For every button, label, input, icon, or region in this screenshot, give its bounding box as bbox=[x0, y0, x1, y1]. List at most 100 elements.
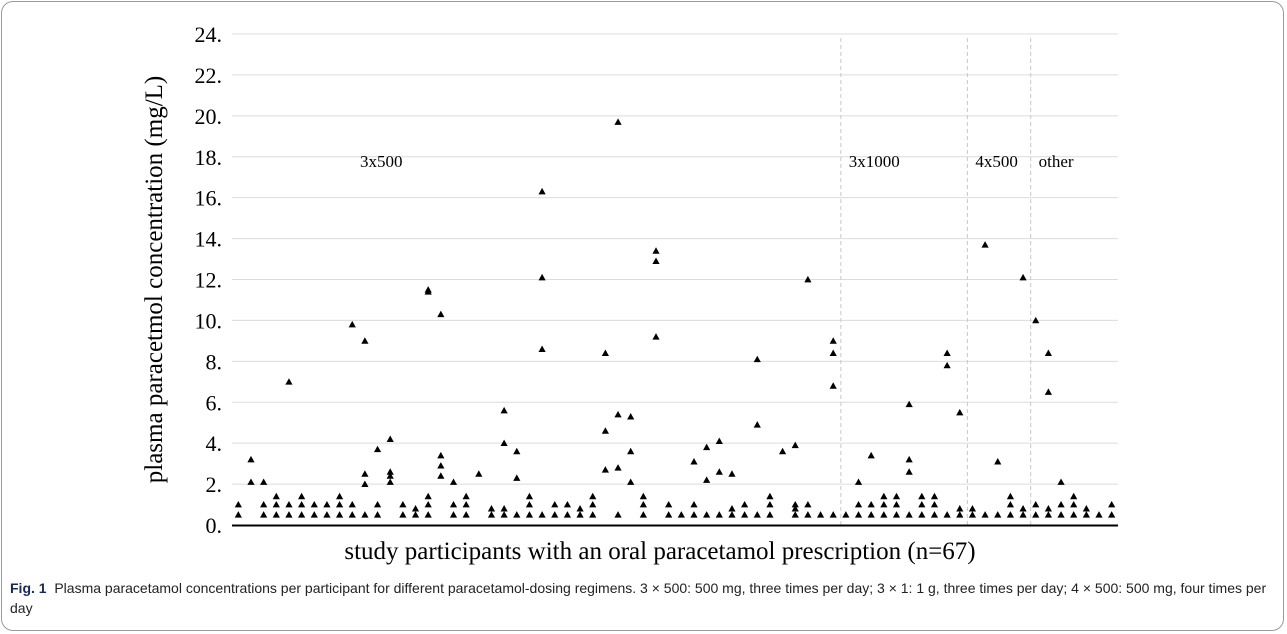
point-58-3 bbox=[956, 408, 964, 416]
point-49-1 bbox=[842, 511, 850, 518]
y-tick-label-5: 10. bbox=[195, 308, 223, 333]
point-37-3 bbox=[690, 457, 698, 465]
point-58-1 bbox=[956, 511, 964, 518]
y-tick-labels: 0. 2. 4. 6. 8. 10. 12. 14. 16. 18. 20. 22. 24. bbox=[195, 22, 223, 538]
point-54-1 bbox=[905, 511, 913, 518]
point-17-4 bbox=[437, 310, 445, 318]
point-16-5 bbox=[424, 286, 432, 293]
point-4-1 bbox=[272, 511, 280, 518]
y-tick-label-7: 14. bbox=[195, 227, 223, 252]
point-42-2 bbox=[753, 421, 761, 428]
point-40-1 bbox=[728, 511, 736, 518]
point-26-1 bbox=[551, 511, 559, 518]
point-46-2 bbox=[804, 500, 812, 508]
point-22-2 bbox=[500, 505, 508, 512]
point-5-3 bbox=[285, 378, 293, 385]
data-points bbox=[234, 118, 1116, 518]
point-17-1 bbox=[437, 472, 445, 479]
point-34-1 bbox=[652, 333, 660, 340]
point-11-2 bbox=[361, 480, 369, 487]
point-21-1 bbox=[487, 511, 496, 518]
point-11-4 bbox=[361, 337, 369, 344]
point-30-3 bbox=[601, 349, 609, 357]
point-44-1 bbox=[778, 447, 787, 455]
point-22-3 bbox=[500, 439, 508, 447]
point-16-1 bbox=[424, 511, 432, 518]
point-63-1 bbox=[1019, 511, 1027, 518]
point-35-2 bbox=[665, 500, 673, 508]
point-48-4 bbox=[829, 337, 837, 344]
point-61-1 bbox=[994, 511, 1002, 518]
point-70-2 bbox=[1108, 500, 1116, 508]
point-62-1 bbox=[1006, 511, 1015, 518]
point-65-3 bbox=[1044, 388, 1052, 395]
point-50-2 bbox=[854, 500, 863, 508]
point-56-3 bbox=[930, 492, 939, 500]
point-47-1 bbox=[816, 511, 825, 518]
point-52-3 bbox=[880, 492, 888, 500]
point-6-1 bbox=[298, 511, 306, 518]
y-tick-label-0: 0. bbox=[206, 513, 223, 538]
point-11-1 bbox=[361, 511, 369, 518]
point-55-2 bbox=[918, 500, 926, 508]
group-label-2: 4x500 bbox=[975, 152, 1018, 171]
point-51-3 bbox=[867, 451, 875, 459]
point-23-1 bbox=[513, 511, 521, 518]
y-tick-label-12: 24. bbox=[195, 22, 223, 47]
point-3-1 bbox=[260, 511, 268, 518]
point-45-3 bbox=[791, 500, 799, 508]
point-39-1 bbox=[715, 511, 723, 518]
point-60-2 bbox=[981, 241, 989, 248]
figure-caption: Fig. 1 Plasma paracetamol concentrations… bbox=[10, 578, 1278, 618]
point-70-1 bbox=[1108, 511, 1116, 518]
group-labels: 3x500 3x1000 4x500 other bbox=[360, 152, 1074, 171]
point-10-2 bbox=[348, 500, 356, 508]
point-45-4 bbox=[791, 441, 799, 449]
y-axis-label: plasma paracetmol concentration (mg/L) bbox=[141, 76, 168, 483]
point-48-2 bbox=[829, 382, 837, 389]
point-24-3 bbox=[525, 492, 534, 500]
point-65-2 bbox=[1044, 505, 1052, 512]
point-7-2 bbox=[310, 500, 318, 508]
point-25-3 bbox=[538, 273, 546, 281]
point-46-1 bbox=[804, 511, 812, 518]
point-38-3 bbox=[703, 443, 711, 451]
point-13-3 bbox=[386, 468, 394, 475]
point-59-2 bbox=[968, 505, 977, 512]
point-18-2 bbox=[449, 500, 458, 508]
point-45-2 bbox=[791, 505, 799, 512]
point-7-1 bbox=[310, 511, 318, 518]
caption-label: Fig. 1 bbox=[10, 580, 47, 596]
point-16-3 bbox=[424, 492, 432, 500]
point-31-1 bbox=[614, 511, 622, 518]
point-42-3 bbox=[753, 355, 761, 363]
point-3-2 bbox=[260, 500, 268, 508]
point-52-1 bbox=[880, 511, 888, 518]
y-tick-label-1: 2. bbox=[206, 472, 223, 497]
point-10-3 bbox=[348, 320, 356, 328]
y-tick-label-10: 20. bbox=[195, 104, 223, 129]
point-23-2 bbox=[513, 474, 521, 481]
point-15-2 bbox=[411, 505, 420, 512]
point-20-1 bbox=[475, 470, 483, 477]
point-65-4 bbox=[1044, 349, 1052, 357]
point-22-4 bbox=[500, 406, 508, 414]
point-2-2 bbox=[247, 455, 255, 463]
point-9-2 bbox=[335, 500, 344, 508]
y-tick-label-3: 6. bbox=[206, 390, 223, 415]
point-16-2 bbox=[424, 500, 432, 508]
point-57-1 bbox=[943, 511, 951, 518]
point-39-3 bbox=[715, 437, 723, 445]
y-tick-label-6: 12. bbox=[195, 268, 223, 293]
point-63-3 bbox=[1019, 273, 1027, 281]
point-68-2 bbox=[1082, 505, 1090, 512]
point-48-3 bbox=[829, 349, 837, 357]
point-32-2 bbox=[627, 447, 635, 455]
point-54-4 bbox=[905, 400, 913, 408]
point-30-1 bbox=[601, 466, 609, 473]
point-18-3 bbox=[449, 478, 458, 485]
y-tick-label-11: 22. bbox=[195, 63, 223, 88]
point-17-2 bbox=[437, 462, 445, 469]
point-51-1 bbox=[867, 511, 875, 518]
point-59-1 bbox=[968, 511, 977, 518]
